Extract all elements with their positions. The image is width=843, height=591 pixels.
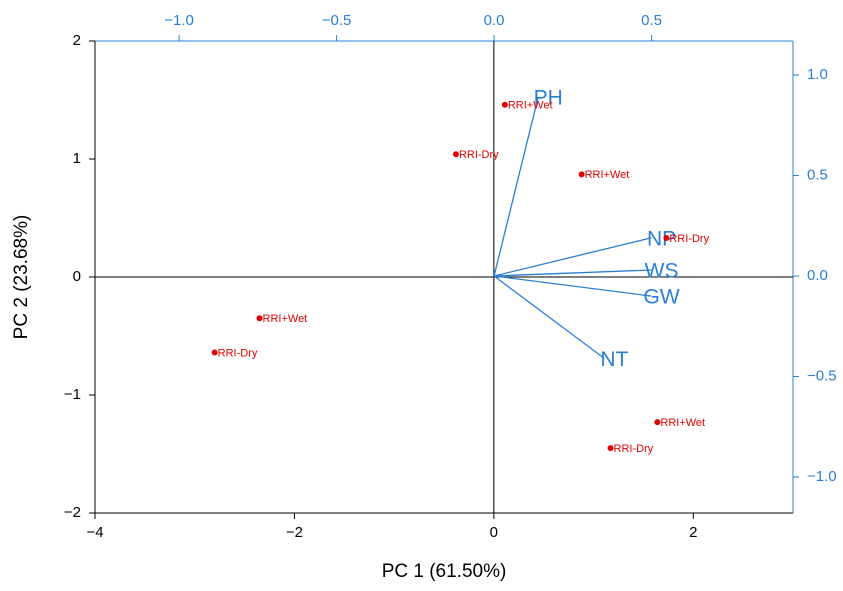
y2-tick-label: 0.5 (807, 166, 828, 183)
x2-tick-label: −1.0 (164, 12, 194, 29)
y-axis-label: PC 2 (23.68%) (11, 215, 32, 340)
y-tick-label: 2 (73, 32, 81, 49)
y-tick-label: 0 (73, 268, 81, 285)
y2-tick-label: −1.0 (807, 468, 837, 485)
score-label: RRI+Wet (660, 417, 705, 429)
score-point (211, 349, 218, 356)
y2-tick-label: 0.0 (807, 267, 828, 284)
score-point (663, 235, 670, 242)
score-label: RRI+Wet (585, 169, 630, 181)
y-tick-label: 1 (73, 150, 81, 167)
x-tick-label: −2 (286, 524, 303, 541)
y2-tick-label: −0.5 (807, 367, 837, 384)
y-tick-label: −2 (64, 504, 81, 521)
score-label: RRI+Wet (508, 100, 553, 112)
loading-vector (493, 237, 652, 277)
loading-label: NT (600, 348, 628, 371)
loading-label: PH (534, 87, 563, 110)
score-point (578, 171, 585, 178)
score-point (256, 315, 263, 322)
loading-vector (493, 275, 652, 297)
loading-vector (494, 269, 652, 277)
loading-label: WS (645, 260, 679, 283)
score-point (607, 445, 614, 452)
loading-label: NP (647, 227, 676, 250)
loading-label: GW (643, 286, 679, 309)
score-label: RRI-Dry (614, 443, 654, 455)
loading-vector (493, 275, 605, 359)
y-tick-label: −1 (64, 386, 81, 403)
score-label: RRI-Dry (218, 347, 258, 359)
loading-vector (493, 96, 539, 277)
x-tick-label: 0 (490, 524, 498, 541)
score-label: RRI-Dry (669, 233, 709, 245)
score-label: RRI+Wet (263, 313, 308, 325)
x2-tick-label: −0.5 (322, 12, 352, 29)
y2-tick-label: 1.0 (807, 66, 828, 83)
x-axis-label: PC 1 (61.50%) (382, 561, 507, 582)
x-tick-label: −4 (86, 524, 103, 541)
x2-tick-label: 0.0 (484, 12, 505, 29)
score-label: RRI-Dry (459, 149, 499, 161)
x2-tick-label: 0.5 (641, 12, 662, 29)
score-point (654, 419, 661, 426)
score-point (452, 151, 459, 158)
x-tick-label: 2 (689, 524, 697, 541)
score-point (501, 101, 508, 108)
